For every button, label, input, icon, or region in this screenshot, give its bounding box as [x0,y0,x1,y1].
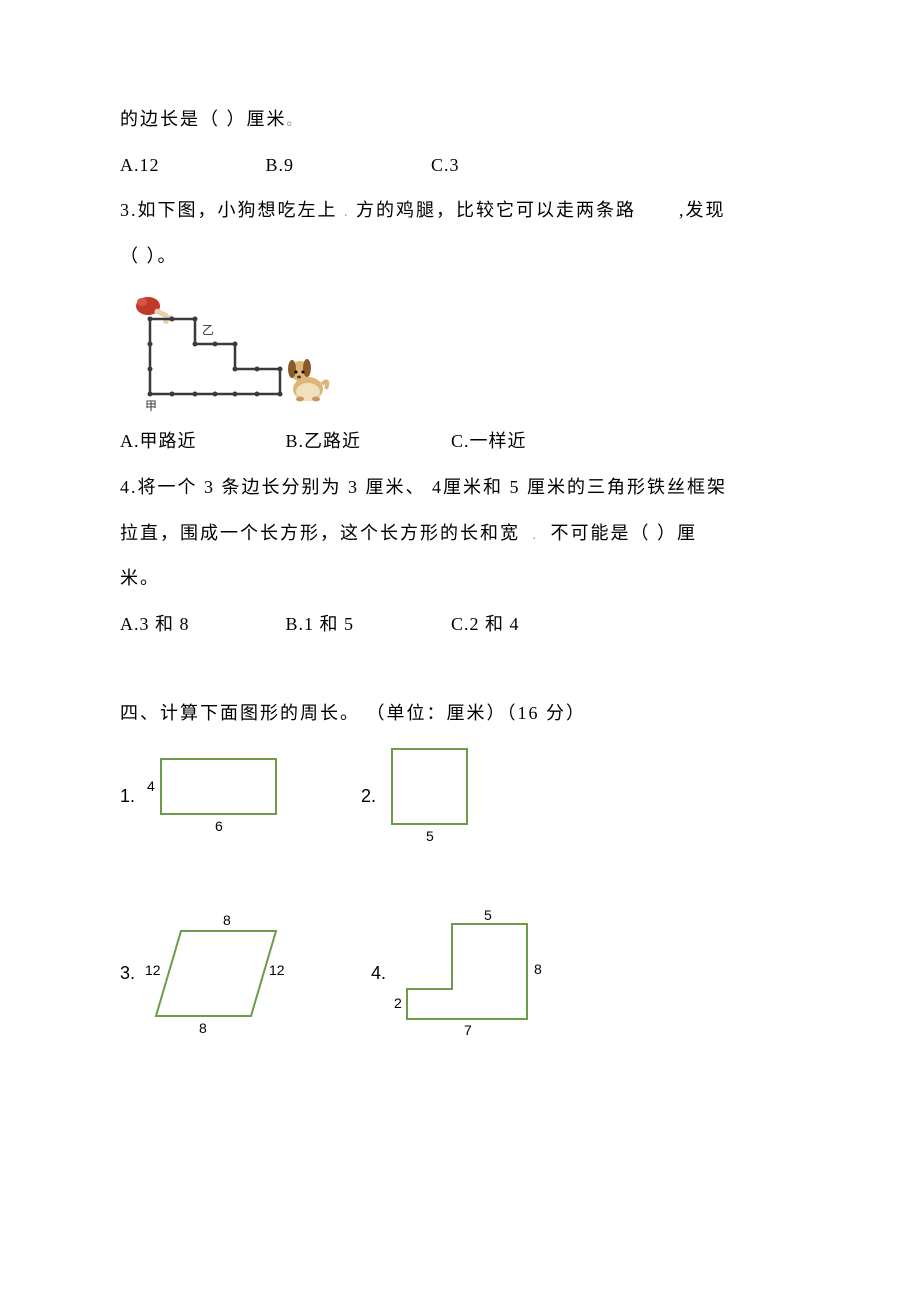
q2-option-b[interactable]: B.9 [266,146,426,186]
section4-heading: 四、计算下面图形的周长。 （单位：厘米）（16 分） [120,694,800,734]
q4-line2: 拉直，围成一个长方形，这个长方形的长和宽 . 不可能是（ ）厘 [120,514,800,554]
q3-text-c: ,发现 [679,200,726,220]
q2-option-a[interactable]: A.12 [120,146,260,186]
figures-row-1: 1. 4 6 2. 5 [120,744,800,849]
q2-line-partial: 的边长是（ ）厘米。 [120,100,800,140]
accent-dot-1: . [344,205,350,220]
figure-1-label: 1. [120,777,135,817]
figure-3-label: 3. [120,954,135,994]
figures-row-2: 3. 8 12 12 8 4. 5 8 7 2 [120,909,800,1039]
jia-label: 甲 [145,399,157,413]
q4-option-a[interactable]: A.3 和 8 [120,605,280,645]
svg-text:12: 12 [269,962,285,978]
svg-text:8: 8 [199,1020,207,1036]
q4-option-c[interactable]: C.2 和 4 [451,605,520,645]
q2-text: 的边长是（ ）厘米 [120,109,287,129]
q4-line3: 米。 [120,559,800,599]
q3-line1: 3.如下图，小狗想吃左上 . 方的鸡腿，比较它可以走两条路 ,发现 [120,191,800,231]
svg-text:8: 8 [534,961,542,977]
q2-option-c[interactable]: C.3 [431,146,460,186]
q3-option-b[interactable]: B.乙路近 [286,422,446,462]
q3-options: A.甲路近 B.乙路近 C.一样近 [120,422,800,462]
dog-icon [288,359,327,402]
q4-text-a: 拉直，围成一个长方形，这个长方形的长和宽 [120,523,520,543]
svg-text:6: 6 [215,818,223,834]
q2-options: A.12 B.9 C.3 [120,146,800,186]
svg-text:8: 8 [223,912,231,928]
svg-text:7: 7 [464,1022,472,1038]
q4-option-b[interactable]: B.1 和 5 [286,605,446,645]
q4-options: A.3 和 8 B.1 和 5 C.2 和 4 [120,605,800,645]
accent-dot-2: . [533,528,539,543]
figure-4: 4. 5 8 7 2 [371,909,562,1039]
figure-2-label: 2. [361,777,376,817]
svg-text:12: 12 [145,962,161,978]
yi-label: 乙 [202,323,214,337]
accent-period: 。 [287,114,303,129]
q3-line2: （ ）。 [120,237,800,277]
svg-text:4: 4 [147,778,155,794]
svg-text:5: 5 [426,828,434,844]
figure-4-label: 4. [371,954,386,994]
figure-1: 1. 4 6 [120,751,291,841]
q3-text-a: 3.如下图，小狗想吃左上 [120,200,338,220]
q4-text-b: 不可能是（ ）厘 [551,523,698,543]
q3-option-a[interactable]: A.甲路近 [120,422,280,462]
q4-line1: 4.将一个 3 条边长分别为 3 厘米、 4厘米和 5 厘米的三角形铁丝框架 [120,468,800,508]
svg-text:5: 5 [484,909,492,923]
svg-text:2: 2 [394,995,402,1011]
q3-diagram: 乙 甲 [120,284,800,414]
figure-3: 3. 8 12 12 8 [120,911,301,1036]
q3-option-c[interactable]: C.一样近 [451,422,527,462]
q3-text-b: 方的鸡腿，比较它可以走两条路 [356,200,636,220]
q3-blank: （ ）。 [120,246,178,266]
figure-2: 2. 5 [361,744,492,849]
